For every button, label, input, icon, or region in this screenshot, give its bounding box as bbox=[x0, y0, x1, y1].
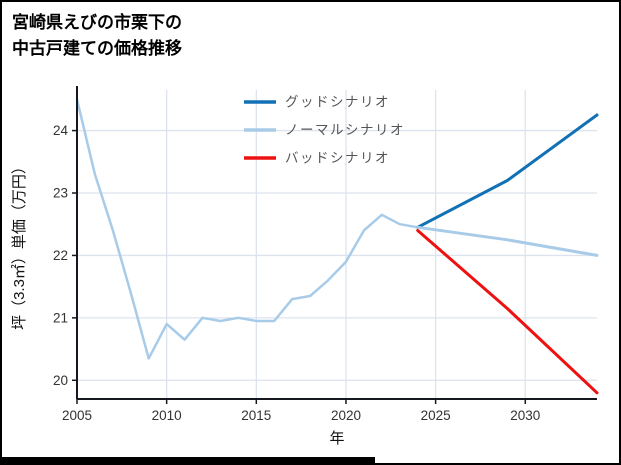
y-axis-title: 坪（3.3㎡）単価（万円） bbox=[11, 159, 28, 330]
legend-label-normal-scenario: ノーマルシナリオ bbox=[285, 123, 405, 138]
x-tick-label: 2030 bbox=[510, 408, 540, 423]
good-scenario-line bbox=[416, 113, 599, 229]
x-tick-label: 2015 bbox=[241, 408, 271, 423]
page-title-line2: 中古戸建ての価格推移 bbox=[12, 38, 182, 58]
y-tick-label: 24 bbox=[53, 123, 69, 138]
legend-label-bad-scenario: バッドシナリオ bbox=[285, 151, 390, 166]
x-tick-label: 2010 bbox=[152, 408, 182, 423]
bad-scenario-line bbox=[416, 229, 599, 395]
historical-line bbox=[75, 98, 419, 360]
bottom-edge-bar bbox=[2, 457, 375, 463]
x-tick-label: 2020 bbox=[331, 408, 361, 423]
page-title: 宮崎県えびの市栗下の 中古戸建ての価格推移 bbox=[12, 10, 182, 61]
y-tick-label: 23 bbox=[53, 186, 68, 201]
x-tick-label: 2005 bbox=[62, 408, 92, 423]
page-title-line1: 宮崎県えびの市栗下の bbox=[12, 13, 182, 32]
y-tick-label: 22 bbox=[53, 248, 68, 263]
x-axis-title: 年 bbox=[329, 430, 344, 447]
legend-label-good-scenario: グッドシナリオ bbox=[285, 95, 390, 110]
y-tick-label: 21 bbox=[53, 310, 68, 325]
x-tick-label: 2025 bbox=[421, 408, 451, 423]
y-tick-label: 20 bbox=[53, 373, 68, 388]
normal-scenario-line bbox=[416, 225, 599, 257]
